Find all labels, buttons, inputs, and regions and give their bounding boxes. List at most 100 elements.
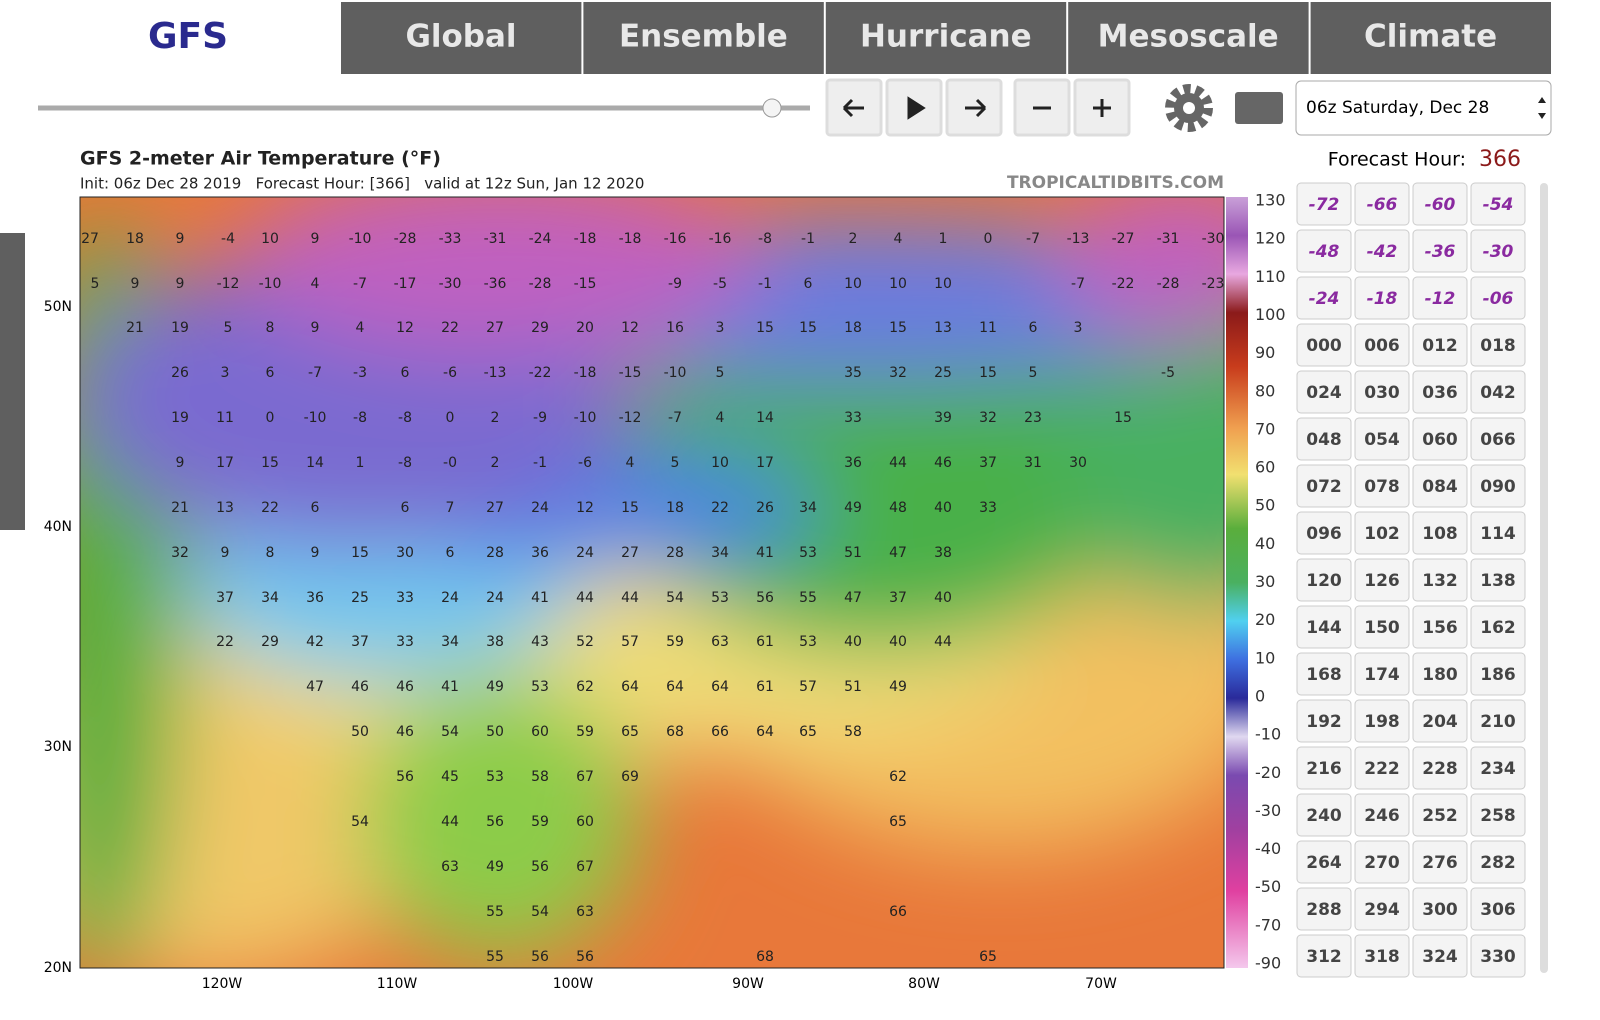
hour-label[interactable]: 036 [1422, 383, 1458, 403]
hour-label[interactable]: 012 [1422, 336, 1458, 356]
hour-label[interactable]: 174 [1364, 665, 1400, 685]
hour-button[interactable] [1470, 699, 1526, 743]
hour-label[interactable]: 300 [1422, 900, 1458, 920]
hour-label[interactable]: -12 [1425, 289, 1456, 309]
hour-label[interactable]: 042 [1480, 383, 1516, 403]
hour-button[interactable] [1412, 887, 1468, 931]
hour-label[interactable]: 228 [1422, 759, 1458, 779]
tab[interactable] [1068, 2, 1309, 74]
tab[interactable] [583, 2, 824, 74]
hour-label[interactable]: -60 [1425, 195, 1456, 215]
hour-label[interactable]: 108 [1422, 524, 1458, 544]
hour-button[interactable] [1354, 464, 1410, 508]
tab-label[interactable]: Ensemble [619, 19, 788, 55]
hour-button[interactable] [1354, 276, 1410, 320]
hour-button[interactable] [1296, 417, 1352, 461]
hour-label[interactable]: 324 [1422, 947, 1458, 967]
hour-label[interactable]: 168 [1306, 665, 1342, 685]
hour-button[interactable] [1412, 182, 1468, 226]
hour-label[interactable]: -06 [1483, 289, 1514, 309]
hour-label[interactable]: 306 [1480, 900, 1516, 920]
hour-button[interactable] [1354, 652, 1410, 696]
hour-button[interactable] [1412, 934, 1468, 978]
hour-button[interactable] [1354, 558, 1410, 602]
hour-button[interactable] [1412, 793, 1468, 837]
brand[interactable]: GFS [148, 16, 228, 57]
hour-label[interactable]: 180 [1422, 665, 1458, 685]
hour-button[interactable] [1354, 229, 1410, 273]
hour-button[interactable] [1354, 746, 1410, 790]
tab-label[interactable]: Climate [1364, 19, 1497, 55]
hour-button[interactable] [1296, 840, 1352, 884]
hour-button[interactable] [1412, 370, 1468, 414]
hour-label[interactable]: 252 [1422, 806, 1458, 826]
hour-label[interactable]: 288 [1306, 900, 1342, 920]
tab-label[interactable]: Global [405, 19, 516, 55]
hour-button[interactable] [1412, 840, 1468, 884]
hour-button[interactable] [1470, 417, 1526, 461]
hour-label[interactable]: 048 [1306, 430, 1342, 450]
hour-label[interactable]: 198 [1364, 712, 1400, 732]
side-tab[interactable] [0, 233, 25, 530]
hour-label[interactable]: 210 [1480, 712, 1516, 732]
hour-button[interactable] [1354, 934, 1410, 978]
hour-button[interactable] [1470, 934, 1526, 978]
hour-button[interactable] [1296, 746, 1352, 790]
run-select-text[interactable]: 06z Saturday, Dec 28 [1306, 98, 1489, 118]
hour-button[interactable] [1470, 652, 1526, 696]
hour-label[interactable]: 330 [1480, 947, 1516, 967]
hour-button[interactable] [1354, 182, 1410, 226]
hour-button[interactable] [1296, 887, 1352, 931]
hour-button[interactable] [1470, 887, 1526, 931]
hour-label[interactable]: -42 [1367, 242, 1398, 262]
hour-button[interactable] [1354, 699, 1410, 743]
hour-label[interactable]: 246 [1364, 806, 1400, 826]
hour-label[interactable]: 060 [1422, 430, 1458, 450]
hour-button[interactable] [1296, 182, 1352, 226]
tab[interactable] [341, 2, 582, 74]
run-select[interactable] [1295, 80, 1552, 136]
settings-icon[interactable] [1165, 84, 1213, 132]
hour-label[interactable]: 066 [1480, 430, 1516, 450]
hour-label[interactable]: 216 [1306, 759, 1342, 779]
tab-label[interactable]: Mesoscale [1098, 19, 1279, 55]
hour-label[interactable]: 150 [1364, 618, 1400, 638]
hour-label[interactable]: 018 [1480, 336, 1516, 356]
tab[interactable] [1310, 2, 1551, 74]
hour-label[interactable]: -66 [1367, 195, 1398, 215]
hour-label[interactable]: 264 [1306, 853, 1342, 873]
hour-label[interactable]: 084 [1422, 477, 1458, 497]
hour-label[interactable]: -36 [1425, 242, 1456, 262]
hour-button[interactable] [1354, 887, 1410, 931]
hour-button[interactable] [1296, 605, 1352, 649]
hour-button[interactable] [1354, 840, 1410, 884]
hour-label[interactable]: 090 [1480, 477, 1516, 497]
hour-label[interactable]: 078 [1364, 477, 1400, 497]
hour-label[interactable]: 024 [1306, 383, 1342, 403]
hour-button[interactable] [1412, 229, 1468, 273]
hour-button[interactable] [1412, 323, 1468, 367]
hour-label[interactable]: -30 [1483, 242, 1514, 262]
hour-label[interactable]: 138 [1480, 571, 1516, 591]
hour-label[interactable]: 192 [1306, 712, 1342, 732]
brand-tab[interactable] [0, 0, 340, 74]
hour-label[interactable]: 282 [1480, 853, 1516, 873]
hour-button[interactable] [1296, 229, 1352, 273]
hour-button[interactable] [1412, 276, 1468, 320]
hour-label[interactable]: 006 [1364, 336, 1400, 356]
hour-label[interactable]: 162 [1480, 618, 1516, 638]
hour-button[interactable] [1412, 605, 1468, 649]
hour-button[interactable] [1296, 934, 1352, 978]
hour-label[interactable]: 294 [1364, 900, 1400, 920]
hour-label[interactable]: 234 [1480, 759, 1516, 779]
hour-label[interactable]: 000 [1306, 336, 1342, 356]
hour-label[interactable]: 144 [1306, 618, 1342, 638]
hour-button[interactable] [1412, 464, 1468, 508]
hour-button[interactable] [1296, 464, 1352, 508]
hour-button[interactable] [1470, 276, 1526, 320]
hour-label[interactable]: 054 [1364, 430, 1400, 450]
hour-button[interactable] [1470, 323, 1526, 367]
hour-label[interactable]: 120 [1306, 571, 1342, 591]
hour-button[interactable] [1412, 699, 1468, 743]
hour-button[interactable] [1354, 323, 1410, 367]
